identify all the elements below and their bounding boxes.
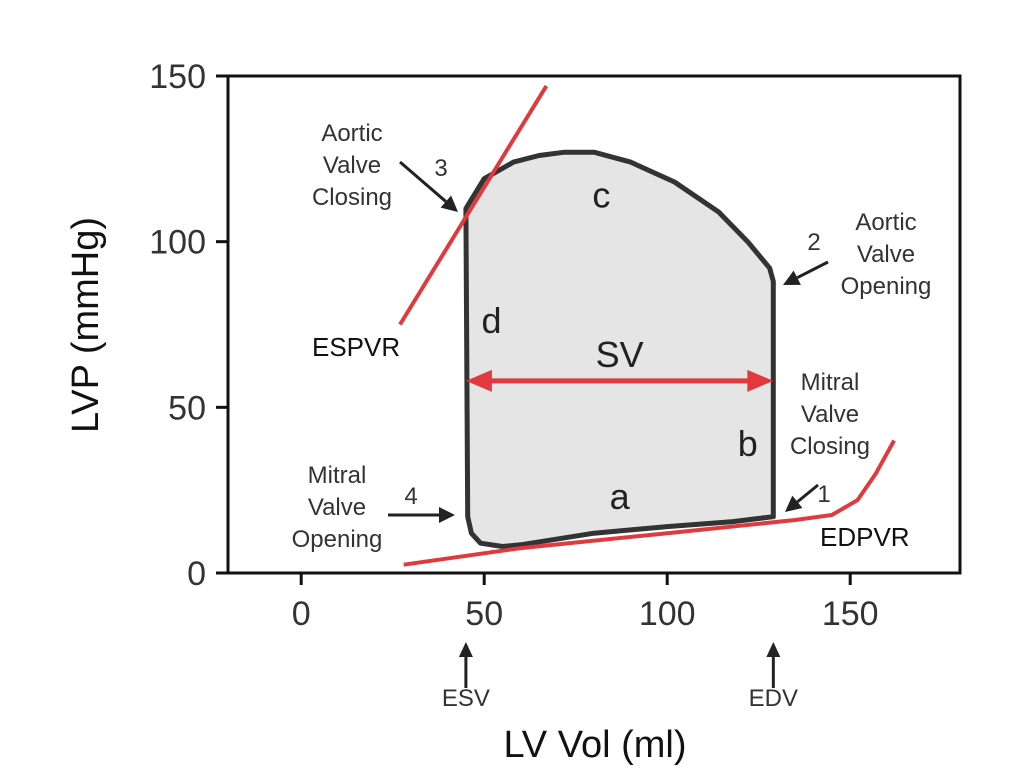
marker-esv: ESV [442,642,490,712]
annotation-number: 4 [404,483,417,510]
annotation-arrow-shaft [399,160,447,203]
annotation-number: 1 [817,481,830,508]
valve-annotation-3: Aortic Valve Closing 3 [312,120,458,212]
annotation-text: Valve [308,494,366,521]
y-tick-label: 50 [168,389,206,427]
valve-annotation-2: Aortic Valve Opening 2 [783,209,931,300]
pv-loop [463,149,776,549]
phase-label: c [592,174,610,215]
annotation-text: Valve [857,241,915,268]
x-axis-title: LV Vol (ml) [503,724,686,766]
annotation-text: Opening [841,273,932,300]
edpvr-line [403,439,896,567]
annotation-arrow-head [439,507,455,523]
marker-arrow-head [766,642,781,657]
valve-annotations: MitralValveClosing1AorticValveOpening2Ao… [292,120,932,553]
annotation-text: Aortic [855,209,916,236]
y-tick-label: 100 [149,224,206,262]
annotation-text: Mitral [308,462,367,489]
valve-annotation-4: Mitral Valve Opening 4 [292,462,455,553]
y-axis-title: LVP (mmHg) [65,217,107,433]
sv-arrow-head-right [747,369,774,392]
marker-label: ESV [442,685,490,712]
annotation-text: Closing [312,184,392,211]
sv-arrow-head-left [465,369,492,392]
x-axis-ticks: 0 50 100 150 [292,573,879,633]
marker-arrow-head [458,642,473,657]
phase-label: b [738,423,758,464]
annotation-arrow-head [783,270,801,285]
y-tick-label: 0 [187,555,206,593]
annotation-number: 2 [807,229,820,256]
marker-edv: EDV [749,642,798,712]
annotation-number: 3 [434,155,447,182]
annotation-text: Closing [790,433,870,460]
plot-frame [226,74,962,575]
stroke-volume-arrow: SV [465,334,774,392]
volume-markers: ESV EDV [442,642,798,712]
valve-annotation-1: Mitral Valve Closing 1 [785,369,870,512]
phase-label: d [482,300,502,341]
sv-label: SV [596,334,644,375]
annotation-arrow-shaft [796,260,829,280]
edpvr-label: EDPVR [820,522,910,552]
espvr-line [398,84,549,326]
annotation-arrow-head [785,495,803,512]
annotation-text: Valve [801,401,859,428]
annotation-text: Valve [323,152,381,179]
annotation-text: Mitral [801,369,860,396]
annotation-text: Aortic [321,120,382,147]
phase-labels: a b c d [482,174,758,517]
espvr-label: ESPVR [312,332,400,362]
annotation-text: Opening [292,526,383,553]
x-tick-label: 150 [822,595,879,633]
annotation-arrow-shaft [796,483,819,504]
x-tick-label: 100 [639,595,696,633]
annotation-arrow-head [440,195,458,212]
phase-label: a [610,476,631,517]
y-tick-label: 150 [149,58,206,96]
marker-label: EDV [749,685,798,712]
y-axis-ticks: 0 50 100 150 [149,58,228,593]
x-tick-label: 50 [465,595,503,633]
x-tick-label: 0 [292,595,311,633]
